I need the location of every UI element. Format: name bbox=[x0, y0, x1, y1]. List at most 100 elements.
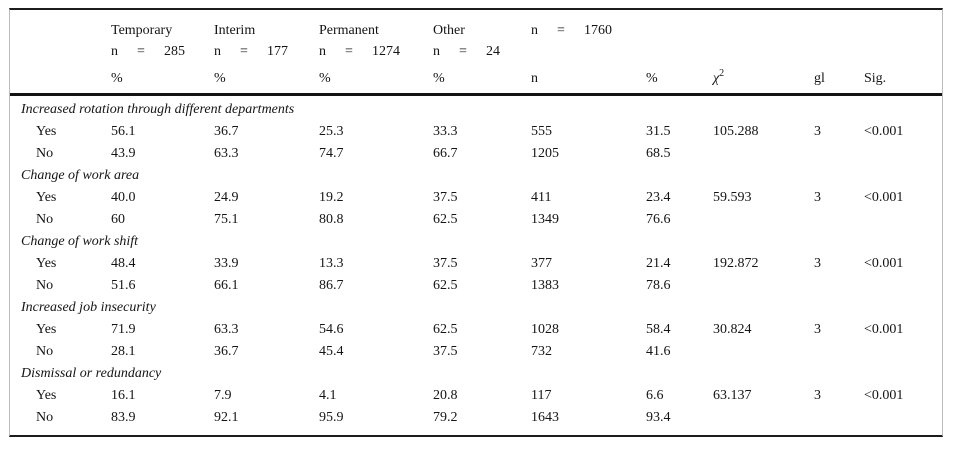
cell-gl bbox=[814, 143, 864, 165]
cell-total-pct: 23.4 bbox=[646, 190, 671, 205]
cell-other-pct: 20.8 bbox=[433, 388, 458, 403]
row-label: Yes bbox=[36, 190, 57, 205]
table-body: Increased rotation through different dep… bbox=[10, 96, 942, 435]
col-header-temporary: Temporary bbox=[111, 23, 173, 38]
cell-other-pct: 79.2 bbox=[433, 410, 458, 425]
cell-permanent-pct: 86.7 bbox=[319, 278, 344, 293]
cell-interim-pct: 75.1 bbox=[214, 212, 239, 227]
other-n: n = 24 bbox=[433, 41, 531, 62]
cell-total-pct: 76.6 bbox=[646, 212, 671, 227]
cell-total-n: 732 bbox=[531, 344, 552, 359]
cell-total-pct: 58.4 bbox=[646, 322, 671, 337]
cell-total-pct: 31.5 bbox=[646, 124, 671, 139]
table-row: Yes 16.1 7.9 4.1 20.8 117 6.6 63.137 3 <… bbox=[10, 385, 942, 407]
temporary-n: n = 285 bbox=[111, 41, 214, 62]
cell-sig: <0.001 bbox=[864, 388, 904, 403]
cell-permanent-pct: 19.2 bbox=[319, 190, 344, 205]
cell-temporary-pct: 51.6 bbox=[111, 278, 136, 293]
n-label: n bbox=[111, 44, 118, 59]
cell-other-pct: 37.5 bbox=[433, 190, 458, 205]
cell-sig: <0.001 bbox=[864, 256, 904, 271]
cell-gl: 3 bbox=[814, 190, 821, 205]
equals-sign: = bbox=[240, 44, 248, 59]
n-label: n bbox=[214, 44, 221, 59]
n-label: n bbox=[433, 44, 440, 59]
cell-interim-pct: 7.9 bbox=[214, 388, 232, 403]
cell-sig bbox=[864, 209, 942, 231]
table-header: Temporary Interim Permanent Other n = 17… bbox=[10, 10, 942, 96]
cell-gl: 3 bbox=[814, 322, 821, 337]
cell-gl: 3 bbox=[814, 124, 821, 139]
n-label: n bbox=[319, 44, 326, 59]
cell-gl: 3 bbox=[814, 256, 821, 271]
header-row-groups: Temporary Interim Permanent Other n = 17… bbox=[10, 21, 942, 41]
cell-other-pct: 66.7 bbox=[433, 146, 458, 161]
cell-temporary-pct: 56.1 bbox=[111, 124, 136, 139]
cell-interim-pct: 92.1 bbox=[214, 410, 239, 425]
permanent-n: n = 1274 bbox=[319, 41, 433, 62]
cell-temporary-pct: 83.9 bbox=[111, 410, 136, 425]
cell-permanent-pct: 95.9 bbox=[319, 410, 344, 425]
chi-square-header: χ2 bbox=[713, 62, 814, 93]
cell-sig: <0.001 bbox=[864, 124, 904, 139]
section-title-row: Change of work area bbox=[10, 165, 942, 187]
cell-other-pct: 62.5 bbox=[433, 278, 458, 293]
cell-permanent-pct: 25.3 bbox=[319, 124, 344, 139]
cell-other-pct: 37.5 bbox=[433, 256, 458, 271]
n-value: 177 bbox=[267, 44, 288, 59]
section-title: Dismissal or redundancy bbox=[21, 366, 162, 381]
cell-interim-pct: 36.7 bbox=[214, 124, 239, 139]
section-title-row: Increased rotation through different dep… bbox=[10, 99, 942, 121]
temporary-pct-header: % bbox=[111, 71, 123, 86]
cell-interim-pct: 24.9 bbox=[214, 190, 239, 205]
section-title-row: Dismissal or redundancy bbox=[10, 363, 942, 385]
table-row: Yes 40.0 24.9 19.2 37.5 411 23.4 59.593 … bbox=[10, 187, 942, 209]
cell-gl bbox=[814, 407, 864, 429]
statistics-table: Temporary Interim Permanent Other n = 17… bbox=[9, 8, 943, 437]
sig-header: Sig. bbox=[864, 71, 887, 86]
total-n-value: 1760 bbox=[584, 23, 612, 38]
table-row: No 83.9 92.1 95.9 79.2 1643 93.4 bbox=[10, 407, 942, 429]
cell-chi-square bbox=[713, 407, 814, 429]
cell-interim-pct: 63.3 bbox=[214, 322, 239, 337]
cell-temporary-pct: 71.9 bbox=[111, 322, 136, 337]
cell-total-n: 1349 bbox=[531, 212, 559, 227]
equals-sign: = bbox=[459, 44, 467, 59]
cell-total-n: 1383 bbox=[531, 278, 559, 293]
cell-temporary-pct: 40.0 bbox=[111, 190, 136, 205]
total-pct-header: % bbox=[646, 71, 658, 86]
section-title-row: Increased job insecurity bbox=[10, 297, 942, 319]
cell-total-n: 555 bbox=[531, 124, 552, 139]
chi-symbol: χ bbox=[713, 71, 720, 86]
n-value: 24 bbox=[486, 44, 500, 59]
other-pct-header: % bbox=[433, 71, 445, 86]
table-row: Yes 56.1 36.7 25.3 33.3 555 31.5 105.288… bbox=[10, 121, 942, 143]
equals-sign: = bbox=[345, 44, 353, 59]
cell-sig bbox=[864, 143, 942, 165]
cell-other-pct: 62.5 bbox=[433, 322, 458, 337]
table-row: No 51.6 66.1 86.7 62.5 1383 78.6 bbox=[10, 275, 942, 297]
cell-total-pct: 68.5 bbox=[646, 146, 671, 161]
total-n-label: n bbox=[531, 23, 538, 38]
col-header-interim: Interim bbox=[214, 23, 256, 38]
row-label: Yes bbox=[36, 322, 57, 337]
table-row: No 60 75.1 80.8 62.5 1349 76.6 bbox=[10, 209, 942, 231]
cell-total-pct: 21.4 bbox=[646, 256, 671, 271]
cell-total-pct: 41.6 bbox=[646, 344, 671, 359]
cell-permanent-pct: 45.4 bbox=[319, 344, 344, 359]
cell-total-pct: 78.6 bbox=[646, 278, 671, 293]
cell-total-n: 1028 bbox=[531, 322, 559, 337]
cell-chi-square bbox=[713, 275, 814, 297]
header-empty-cell bbox=[21, 62, 111, 93]
cell-other-pct: 37.5 bbox=[433, 344, 458, 359]
cell-sig bbox=[864, 407, 942, 429]
cell-sig: <0.001 bbox=[864, 190, 904, 205]
row-label: Yes bbox=[36, 388, 57, 403]
cell-temporary-pct: 60 bbox=[111, 212, 125, 227]
table-row: Yes 48.4 33.9 13.3 37.5 377 21.4 192.872… bbox=[10, 253, 942, 275]
cell-chi-square: 192.872 bbox=[713, 256, 759, 271]
cell-chi-square: 105.288 bbox=[713, 124, 759, 139]
cell-chi-square bbox=[713, 143, 814, 165]
row-label: No bbox=[36, 410, 54, 425]
cell-other-pct: 62.5 bbox=[433, 212, 458, 227]
